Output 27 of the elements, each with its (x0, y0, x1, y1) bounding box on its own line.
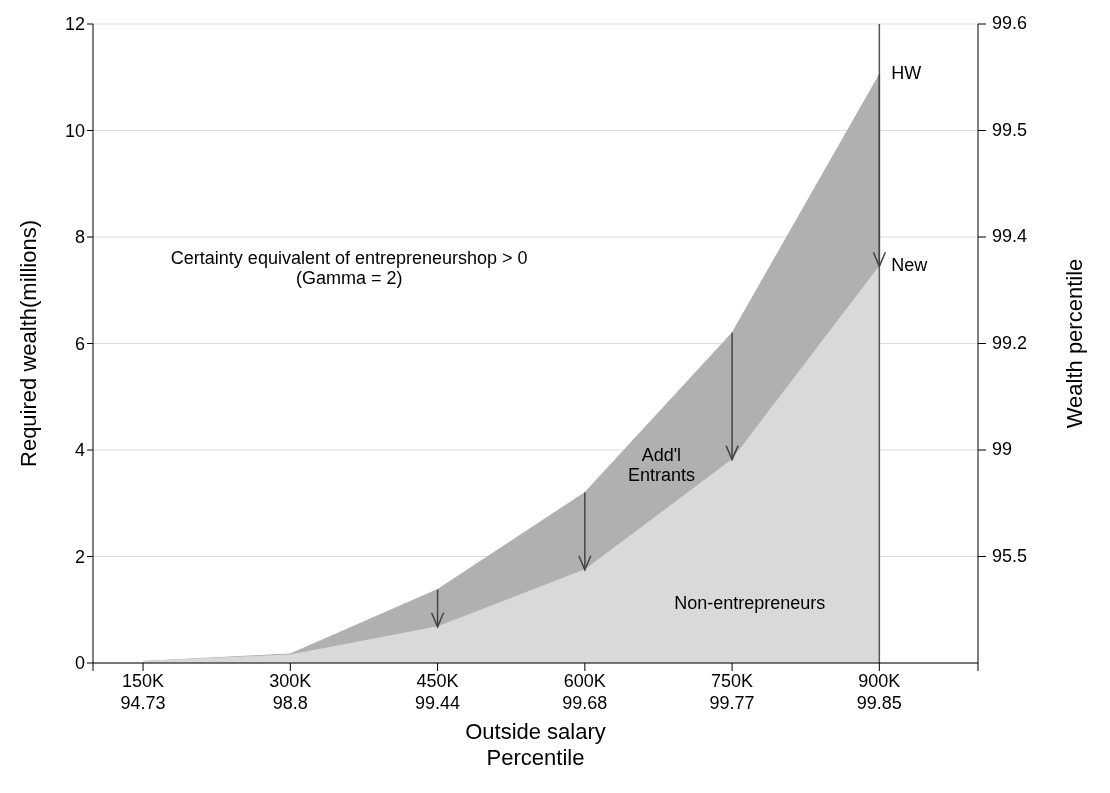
text: 99.5 (992, 119, 1028, 140)
series-label: HW (891, 63, 922, 84)
x-tick-label: 300K 98.8 (269, 670, 312, 713)
y-tick-label: 6 (74, 333, 85, 354)
annotation: Add'l Entrants (627, 444, 695, 485)
y-tick-label: 2 (74, 546, 85, 567)
y-tick-label: 12 (64, 14, 85, 35)
y2-axis-title: Wealth percentile (1061, 258, 1087, 429)
x-axis-title: Outside salary Percentile (465, 718, 606, 770)
y-tick-label: 10 (64, 120, 85, 141)
x-tick-label: 450K 99.44 (415, 670, 461, 713)
y-tick-label: 0 (74, 653, 85, 674)
x-tick-label: 750K 99.77 (709, 670, 755, 713)
x-tick-label: 600K 99.68 (562, 670, 608, 713)
annotation: Non-entrepreneurs (674, 593, 826, 614)
text: 99.4 (992, 225, 1028, 246)
text: 99.6 (992, 12, 1028, 33)
x-tick-label: 900K 99.85 (856, 670, 902, 713)
y-tick-label: 8 (74, 227, 85, 248)
y-tick-label: 4 (74, 440, 85, 461)
series-label: New (891, 255, 929, 276)
text: 95.5 (992, 545, 1028, 566)
text: 99 (992, 438, 1013, 459)
x-tick-label: 150K 94.73 (120, 670, 166, 713)
annotation: Certainty equivalent of entrepreneurshop > 0 (Gamma = 2) (170, 247, 528, 288)
y-axis-title: Required wealth(millions) (15, 220, 41, 467)
text: 99.2 (992, 332, 1028, 353)
